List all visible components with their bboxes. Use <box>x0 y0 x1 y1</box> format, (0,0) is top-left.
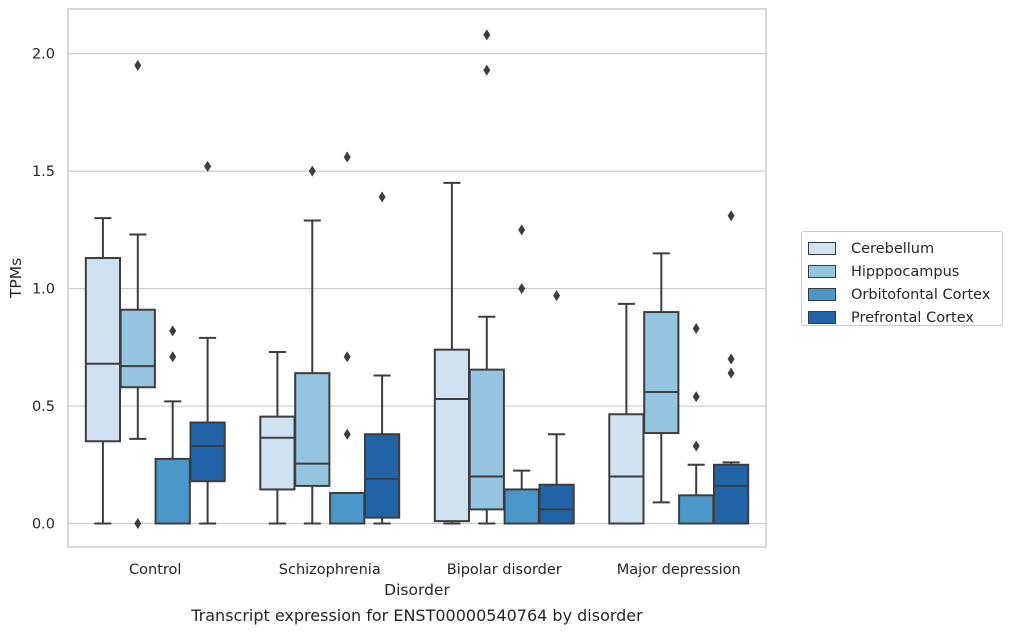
outlier-point <box>204 160 212 172</box>
legend-label: Cerebellum <box>851 240 935 257</box>
x-axis-label: Disorder <box>384 581 450 599</box>
y-tick-label: 1.5 <box>32 164 55 180</box>
outlier-point <box>692 391 700 403</box>
y-tick-label: 1.0 <box>32 282 55 298</box>
legend-swatch <box>808 288 836 301</box>
outlier-point <box>343 151 351 163</box>
x-tick-label: Bipolar disorder <box>447 562 562 578</box>
legend-swatch <box>808 311 836 324</box>
outlier-point <box>308 165 316 177</box>
outlier-point <box>518 283 526 295</box>
outlier-point <box>169 325 177 337</box>
box <box>433 348 471 523</box>
box <box>189 421 226 483</box>
outlier-point <box>727 353 735 365</box>
outlier-point <box>378 191 386 203</box>
outlier-point <box>692 323 700 335</box>
legend-item: Cerebellum <box>808 237 996 260</box>
y-tick-label: 2.0 <box>32 47 55 63</box>
box <box>643 311 680 435</box>
x-tick-label: Schizophrenia <box>279 562 381 578</box>
legend: Cerebellum Hipppocampus Orbitofontal Cor… <box>801 231 1003 326</box>
outlier-point <box>727 367 735 379</box>
box <box>84 257 122 443</box>
outlier-point <box>134 59 142 71</box>
legend-swatch <box>808 265 836 278</box>
figure-caption: Transcript expression for ENST0000054076… <box>191 606 643 625</box>
box <box>363 433 401 519</box>
box <box>119 308 156 389</box>
x-tick-label: Control <box>129 562 181 578</box>
outlier-point <box>343 428 351 440</box>
legend-swatch <box>808 242 836 255</box>
box <box>538 483 575 525</box>
box <box>712 463 750 525</box>
y-tick-label: 0.5 <box>32 399 55 415</box>
plot-frame <box>67 8 767 548</box>
outlier-point <box>692 440 700 452</box>
outlier-point <box>134 518 142 530</box>
outlier-point <box>553 290 561 302</box>
box <box>259 415 296 491</box>
legend-label: Orbitofontal Cortex <box>851 286 991 303</box>
legend-item: Hipppocampus <box>808 260 996 283</box>
outlier-point <box>518 224 526 236</box>
y-tick-label: 0.0 <box>32 517 55 533</box>
legend-item: Orbitofontal Cortex <box>808 283 996 306</box>
box <box>329 491 366 525</box>
legend-item: Prefrontal Cortex <box>808 306 996 329</box>
y-axis-label: TPMs <box>7 258 25 299</box>
outlier-point <box>483 29 491 41</box>
outlier-point <box>727 210 735 222</box>
box <box>154 457 191 525</box>
box <box>503 488 540 525</box>
legend-label: Prefrontal Cortex <box>851 309 974 326</box>
box <box>678 494 715 525</box>
legend-label: Hipppocampus <box>851 263 960 280</box>
box <box>468 368 505 511</box>
outlier-point <box>343 351 351 363</box>
box <box>294 372 331 487</box>
outlier-point <box>169 351 177 363</box>
outlier-point <box>483 64 491 76</box>
box <box>608 413 645 525</box>
x-tick-label: Major depression <box>617 562 741 578</box>
